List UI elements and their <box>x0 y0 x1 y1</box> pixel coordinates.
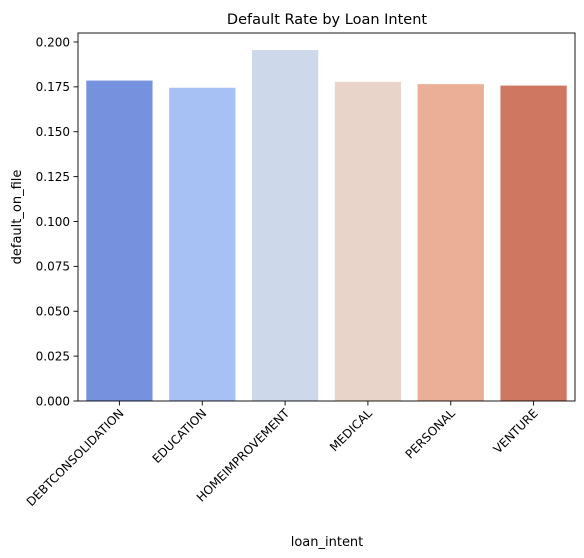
y-tick-label: 0.075 <box>36 260 70 274</box>
bar-medical <box>334 81 402 401</box>
y-tick-label: 0.200 <box>36 35 70 49</box>
x-tick-label: VENTURE <box>491 406 541 456</box>
bar-venture <box>500 85 567 401</box>
plot-frame <box>77 32 576 402</box>
y-tick-label: 0.100 <box>36 215 70 229</box>
y-axis-label: default_on_file <box>10 170 25 265</box>
y-tick-label: 0.025 <box>36 349 70 363</box>
y-tick-label: 0.000 <box>36 394 70 408</box>
chart-title: Default Rate by Loan Intent <box>227 12 427 28</box>
y-tick-label: 0.125 <box>36 170 70 184</box>
y-tick-label: 0.150 <box>36 125 70 139</box>
x-tick-label: DEBTCONSOLIDATION <box>24 406 127 509</box>
y-tick-label: 0.175 <box>36 80 70 94</box>
bar-personal <box>417 84 484 401</box>
x-tick-label: MEDICAL <box>327 406 375 454</box>
x-axis-label: loan_intent <box>291 535 364 550</box>
bar-education <box>169 87 236 401</box>
x-tick-label: EDUCATION <box>150 406 210 466</box>
x-tick-label: PERSONAL <box>403 406 458 461</box>
x-tick-label: HOMEIMPROVEMENT <box>194 406 293 505</box>
bars-group <box>86 50 567 402</box>
bar-homeimprovement <box>251 50 319 402</box>
y-axis: 0.000 0.025 0.050 0.075 0.100 0.125 0.150 0.175… <box>36 35 78 408</box>
x-axis: DEBTCONSOLIDATION EDUCATIONHOMEIMPROVEMEN… <box>24 401 541 509</box>
bar-debtconsolidation <box>86 80 153 401</box>
y-tick-label: 0.050 <box>36 305 70 319</box>
